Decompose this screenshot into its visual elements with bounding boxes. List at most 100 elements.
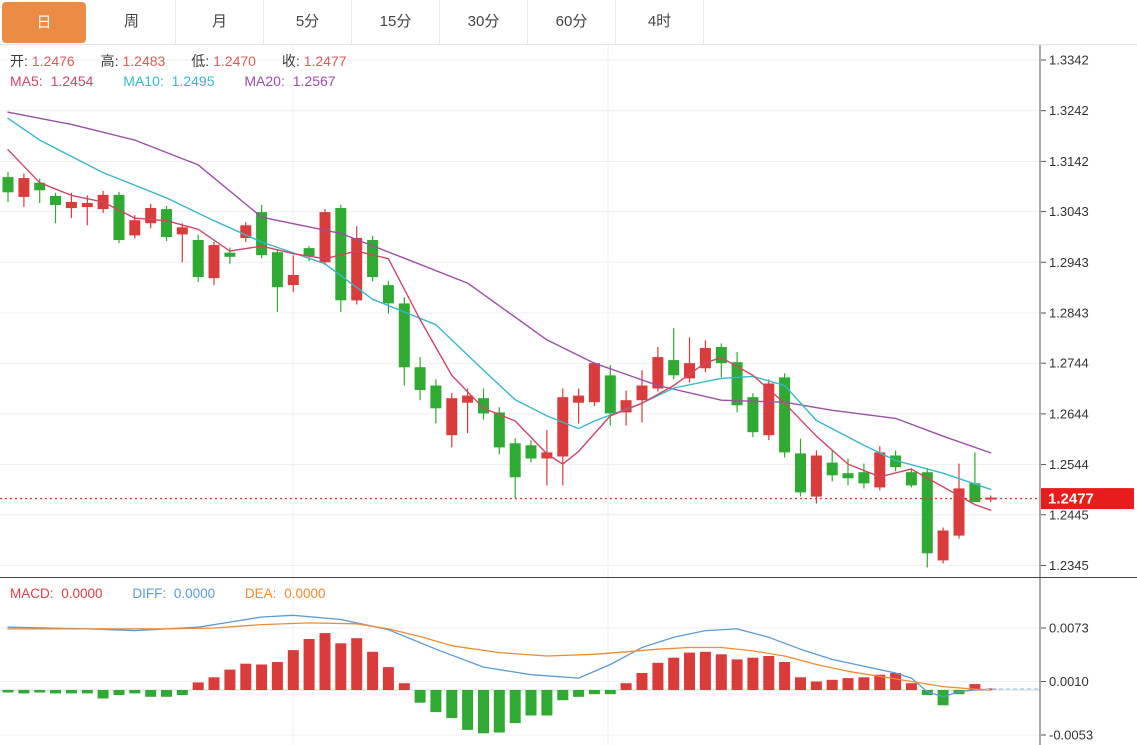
candle-body bbox=[731, 362, 743, 406]
macd-bar bbox=[525, 690, 537, 716]
macd-bar bbox=[842, 678, 854, 690]
candle-body bbox=[192, 240, 204, 277]
candle-body bbox=[684, 363, 695, 379]
macd-bar bbox=[826, 679, 838, 690]
candle-body bbox=[890, 455, 902, 468]
candle-body bbox=[271, 252, 283, 288]
macd-bar bbox=[890, 673, 902, 690]
macd-bar bbox=[398, 683, 410, 690]
tab-week[interactable]: 周 bbox=[88, 0, 176, 44]
macd-bar bbox=[668, 657, 680, 690]
tabbar-filler bbox=[704, 0, 1137, 44]
macd-bar bbox=[271, 662, 283, 690]
macd-bar bbox=[715, 654, 727, 690]
candle-body bbox=[303, 248, 315, 257]
macd-bar bbox=[588, 690, 600, 695]
macd-bar bbox=[763, 656, 775, 690]
tab-m60[interactable]: 60分 bbox=[528, 0, 616, 44]
candle-body bbox=[81, 203, 93, 208]
candle-body bbox=[620, 400, 632, 413]
candle-body bbox=[446, 398, 458, 436]
candle-body bbox=[588, 363, 600, 403]
macd-bar bbox=[2, 690, 14, 693]
last-price-badge bbox=[1041, 488, 1134, 510]
candle-body bbox=[937, 530, 949, 561]
macd-bar bbox=[874, 674, 886, 690]
candle-body bbox=[287, 275, 299, 286]
macd-bar bbox=[18, 690, 30, 694]
candle-body bbox=[493, 412, 505, 448]
macd-bar bbox=[921, 690, 933, 696]
ma10-line bbox=[7, 117, 992, 491]
macd-bar bbox=[747, 657, 759, 690]
axis-label: 0.0010 bbox=[1049, 674, 1089, 689]
candle-body bbox=[319, 212, 331, 263]
macd-bar bbox=[985, 688, 997, 690]
candle-body bbox=[953, 488, 965, 536]
tab-day[interactable]: 日 bbox=[2, 2, 86, 43]
candle-body bbox=[826, 462, 838, 476]
candle-body bbox=[430, 385, 442, 409]
macd-bar bbox=[684, 652, 695, 690]
candle-body bbox=[652, 357, 664, 389]
candle-body bbox=[858, 472, 870, 484]
macd-bar bbox=[81, 690, 93, 694]
candle-body bbox=[969, 483, 981, 503]
tab-month[interactable]: 月 bbox=[176, 0, 264, 44]
candle-body bbox=[256, 212, 268, 256]
candle-body bbox=[905, 472, 917, 486]
candle-body bbox=[50, 195, 61, 205]
axis-label: 1.2843 bbox=[1049, 305, 1089, 320]
tab-m5[interactable]: 5分 bbox=[264, 0, 352, 44]
ma20-line bbox=[7, 111, 992, 454]
macd-bar bbox=[256, 664, 268, 690]
macd-bar bbox=[462, 690, 474, 730]
tab-m30[interactable]: 30分 bbox=[440, 0, 528, 44]
candle-body bbox=[747, 397, 759, 433]
macd-bar bbox=[779, 662, 791, 690]
candle-body bbox=[351, 238, 363, 301]
macd-bar bbox=[176, 690, 188, 696]
candle-body bbox=[462, 395, 474, 403]
candle-body bbox=[113, 194, 125, 240]
candle-body bbox=[382, 285, 394, 304]
candle-body bbox=[335, 208, 347, 301]
macd-bar bbox=[541, 690, 553, 716]
axis-label: 1.3142 bbox=[1049, 154, 1089, 169]
candle-body bbox=[795, 453, 806, 493]
macd-bar bbox=[50, 690, 61, 694]
macd-bar bbox=[604, 690, 616, 695]
macd-bar bbox=[113, 690, 125, 696]
candle-body bbox=[636, 385, 648, 401]
macd-bar bbox=[65, 690, 77, 694]
macd-bar bbox=[382, 667, 394, 690]
candle-body bbox=[557, 397, 569, 457]
timeframe-tabbar: 日周月 5分 15分 30分 60分 4时 bbox=[0, 0, 1137, 45]
axis-label: 1.2744 bbox=[1049, 356, 1089, 371]
candle-body bbox=[604, 375, 616, 414]
candle-body bbox=[161, 209, 172, 237]
macd-bar bbox=[795, 677, 806, 690]
macd-bar bbox=[287, 650, 299, 690]
tab-h4[interactable]: 4时 bbox=[616, 0, 704, 44]
macd-bar bbox=[97, 690, 109, 699]
tab-m15[interactable]: 15分 bbox=[352, 0, 440, 44]
candle-body bbox=[699, 348, 711, 369]
macd-bar bbox=[430, 690, 442, 713]
macd-bar bbox=[208, 677, 220, 690]
candle-body bbox=[525, 445, 537, 459]
candle-body bbox=[2, 177, 14, 193]
candle-body bbox=[921, 472, 933, 554]
candle-body bbox=[65, 202, 77, 209]
macd-bar bbox=[858, 677, 870, 690]
macd-bar bbox=[731, 659, 743, 690]
macd-bar bbox=[161, 690, 172, 697]
macd-bar bbox=[478, 690, 489, 734]
candle-body bbox=[509, 443, 521, 478]
axis-label: 1.3242 bbox=[1049, 103, 1089, 118]
candle-body bbox=[573, 395, 585, 403]
candle-body bbox=[176, 227, 188, 235]
candle-body bbox=[145, 208, 157, 224]
